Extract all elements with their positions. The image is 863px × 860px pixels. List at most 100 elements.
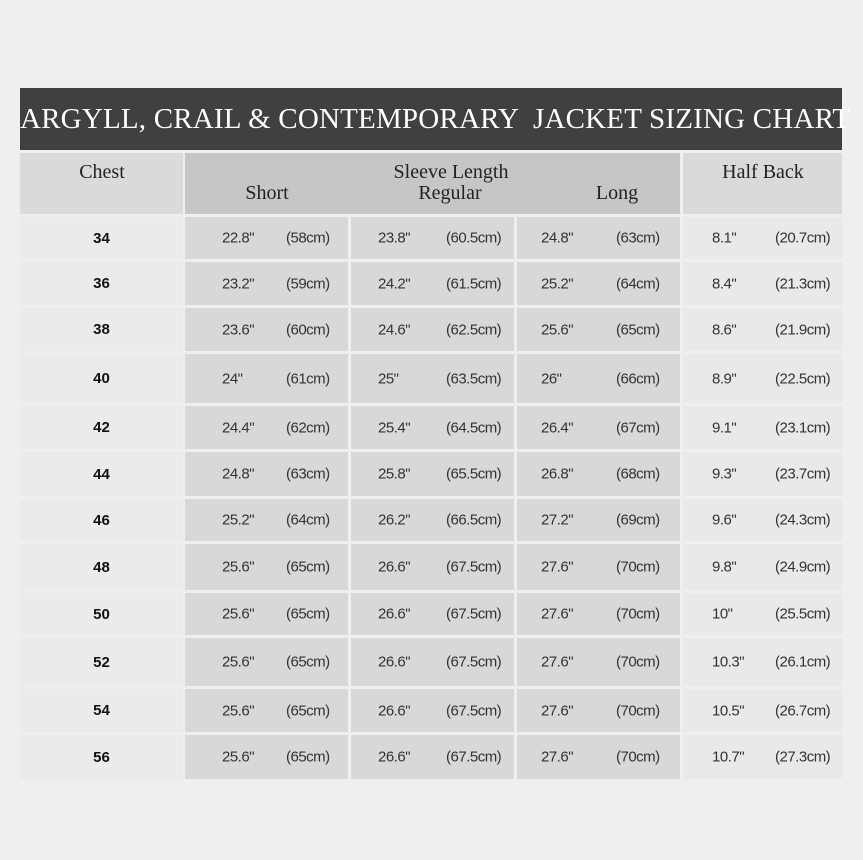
regular-cell: 26.6" (67.5cm) bbox=[351, 544, 514, 590]
half-back-inches: 9.6" bbox=[712, 511, 737, 529]
short-inches: 25.6" bbox=[222, 748, 255, 766]
chart-title: ARGYLL, CRAIL & CONTEMPORARY JACKET SIZI… bbox=[20, 88, 850, 150]
half-back-cell: 9.3" (23.7cm) bbox=[683, 452, 842, 496]
regular-inches: 26.6" bbox=[378, 558, 411, 576]
short-inches: 25.6" bbox=[222, 702, 255, 719]
long-inches: 26.8" bbox=[541, 465, 574, 483]
half-back-inches: 9.3" bbox=[712, 465, 737, 483]
half-back-inches: 8.6" bbox=[712, 321, 737, 338]
short-cm: (63cm) bbox=[286, 465, 330, 483]
regular-cell: 26.6" (67.5cm) bbox=[351, 638, 514, 686]
short-cell: 25.2" (64cm) bbox=[185, 499, 348, 541]
half-back-cm: (27.3cm) bbox=[775, 748, 831, 766]
long-cm: (67cm) bbox=[616, 419, 660, 436]
long-cm: (66cm) bbox=[616, 370, 660, 387]
long-cell: 27.6" (70cm) bbox=[517, 544, 680, 590]
table-row: 42 24.4" (62cm) 25.4" (64.5cm) 26.4" (67cm) 9.1… bbox=[20, 406, 842, 449]
long-cm: (64cm) bbox=[616, 275, 660, 292]
long-cell: 27.6" (70cm) bbox=[517, 689, 680, 732]
short-cell: 25.6" (65cm) bbox=[185, 544, 348, 590]
header-short: Short bbox=[245, 182, 289, 204]
half-back-cell: 8.9" (22.5cm) bbox=[683, 354, 842, 403]
table-row: 48 25.6" (65cm) 26.6" (67.5cm) 27.6" (70cm) 9.8… bbox=[20, 544, 842, 590]
long-cm: (70cm) bbox=[616, 748, 660, 766]
sizing-chart: ARGYLL, CRAIL & CONTEMPORARY JACKET SIZI… bbox=[20, 88, 850, 779]
long-cm: (65cm) bbox=[616, 321, 660, 338]
regular-inches: 25" bbox=[378, 370, 399, 387]
short-cm: (59cm) bbox=[286, 275, 330, 292]
half-back-cm: (26.7cm) bbox=[775, 702, 831, 719]
short-cell: 24.8" (63cm) bbox=[185, 452, 348, 496]
half-back-cell: 10" (25.5cm) bbox=[683, 593, 842, 635]
regular-cm: (62.5cm) bbox=[446, 321, 502, 338]
long-cm: (69cm) bbox=[616, 511, 660, 529]
long-cm: (68cm) bbox=[616, 465, 660, 483]
regular-inches: 26.6" bbox=[378, 702, 411, 719]
half-back-inches: 10" bbox=[712, 605, 733, 623]
regular-cm: (63.5cm) bbox=[446, 370, 502, 387]
long-cell: 24.8" (63cm) bbox=[517, 217, 680, 259]
table-row: 52 25.6" (65cm) 26.6" (67.5cm) 27.6" (70cm) 10.… bbox=[20, 638, 842, 686]
long-inches: 25.6" bbox=[541, 321, 574, 338]
regular-inches: 24.6" bbox=[378, 321, 411, 338]
regular-cm: (61.5cm) bbox=[446, 275, 502, 292]
short-cm: (60cm) bbox=[286, 321, 330, 338]
short-cm: (62cm) bbox=[286, 419, 330, 436]
regular-inches: 26.6" bbox=[378, 748, 411, 766]
regular-cm: (60.5cm) bbox=[446, 229, 502, 247]
half-back-cell: 10.5" (26.7cm) bbox=[683, 689, 842, 732]
long-cell: 27.6" (70cm) bbox=[517, 593, 680, 635]
chest-size: 50 bbox=[20, 593, 183, 635]
table-row: 40 24" (61cm) 25" (63.5cm) 26" (66cm) 8.9" (22.5… bbox=[20, 354, 842, 403]
chest-size: 40 bbox=[20, 354, 183, 403]
short-inches: 23.6" bbox=[222, 321, 255, 338]
chest-size: 44 bbox=[20, 452, 183, 496]
header-regular: Regular bbox=[418, 182, 482, 204]
regular-inches: 24.2" bbox=[378, 275, 411, 292]
half-back-cell: 9.8" (24.9cm) bbox=[683, 544, 842, 590]
chest-size: 54 bbox=[20, 689, 183, 732]
short-inches: 25.2" bbox=[222, 511, 255, 529]
chest-size: 48 bbox=[20, 544, 183, 590]
short-inches: 24.4" bbox=[222, 419, 255, 436]
long-inches: 27.6" bbox=[541, 605, 574, 623]
regular-cell: 25" (63.5cm) bbox=[351, 354, 514, 403]
short-cell: 23.6" (60cm) bbox=[185, 308, 348, 351]
half-back-inches: 9.1" bbox=[712, 419, 737, 436]
half-back-cm: (20.7cm) bbox=[775, 229, 831, 247]
long-cell: 27.6" (70cm) bbox=[517, 638, 680, 686]
regular-cm: (67.5cm) bbox=[446, 605, 502, 623]
short-inches: 22.8" bbox=[222, 229, 255, 247]
half-back-cm: (22.5cm) bbox=[775, 370, 831, 387]
header-half-back: Half Back bbox=[722, 161, 804, 183]
table-row: 34 22.8" (58cm) 23.8" (60.5cm) 24.8" (63cm) 8.1… bbox=[20, 217, 842, 259]
long-cell: 27.6" (70cm) bbox=[517, 735, 680, 779]
half-back-cell: 8.6" (21.9cm) bbox=[683, 308, 842, 351]
chest-size: 52 bbox=[20, 638, 183, 686]
chest-size: 56 bbox=[20, 735, 183, 779]
half-back-cm: (23.7cm) bbox=[775, 465, 831, 483]
regular-cm: (66.5cm) bbox=[446, 511, 502, 529]
half-back-cm: (21.3cm) bbox=[775, 275, 831, 292]
table-row: 50 25.6" (65cm) 26.6" (67.5cm) 27.6" (70cm) 10"… bbox=[20, 593, 842, 635]
half-back-cell: 10.3" (26.1cm) bbox=[683, 638, 842, 686]
long-inches: 24.8" bbox=[541, 229, 574, 247]
table-row: 56 25.6" (65cm) 26.6" (67.5cm) 27.6" (70cm) 10.… bbox=[20, 735, 842, 779]
short-cell: 22.8" (58cm) bbox=[185, 217, 348, 259]
half-back-inches: 10.7" bbox=[712, 748, 745, 766]
regular-inches: 25.8" bbox=[378, 465, 411, 483]
half-back-inches: 10.3" bbox=[712, 653, 745, 671]
short-cell: 24.4" (62cm) bbox=[185, 406, 348, 449]
half-back-cm: (24.9cm) bbox=[775, 558, 831, 576]
short-cm: (61cm) bbox=[286, 370, 330, 387]
short-inches: 25.6" bbox=[222, 653, 255, 671]
header-half-back-cell: Half Back bbox=[683, 153, 842, 214]
chest-size: 46 bbox=[20, 499, 183, 541]
regular-cm: (67.5cm) bbox=[446, 653, 502, 671]
long-cell: 26.4" (67cm) bbox=[517, 406, 680, 449]
short-inches: 25.6" bbox=[222, 605, 255, 623]
regular-cell: 26.6" (67.5cm) bbox=[351, 593, 514, 635]
chest-size: 42 bbox=[20, 406, 183, 449]
chest-size: 36 bbox=[20, 262, 183, 305]
short-cm: (65cm) bbox=[286, 653, 330, 671]
